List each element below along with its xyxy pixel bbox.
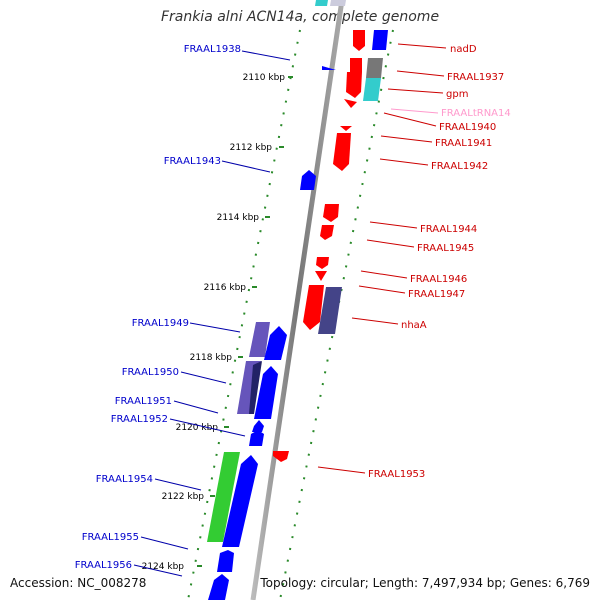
tick-label: 2114 kbp (217, 213, 260, 223)
gene-feature-gray (366, 58, 383, 78)
gene-feature-nadD-neighbor (372, 30, 388, 50)
leader-line (369, 221, 418, 229)
gene-feature-FRAAL1945 (320, 225, 334, 240)
forward-strand-features (207, 170, 316, 600)
leader-line (317, 466, 366, 474)
gene-feature-FRAAL1953 (273, 451, 289, 462)
leader-line-trna (390, 108, 439, 114)
gene-feature-FRAAL1940 (344, 99, 357, 108)
tick-label: 2116 kbp (204, 283, 247, 293)
tick-label: 2112 kbp (230, 143, 273, 153)
gene-label-FRAAL1945[interactable]: FRAAL1945 (417, 243, 474, 254)
leader-line (366, 239, 415, 248)
leader-line (169, 418, 246, 437)
gene-label-FRAAL1952[interactable]: FRAAL1952 (111, 414, 168, 425)
leader-line (189, 322, 241, 333)
tick-label: 2120 kbp (176, 423, 219, 433)
genome-summary: Topology: circular; Length: 7,497,934 bp… (260, 576, 590, 590)
gene-feature-partial (330, 0, 346, 6)
gene-feature-FRAAL1951 (254, 366, 278, 419)
gene-feature-FRAAL1952-b (249, 430, 264, 446)
guide-line-right (279, 29, 394, 600)
gene-label-FRAAL1937[interactable]: FRAAL1937 (447, 72, 504, 83)
gene-label-gpm[interactable]: gpm (446, 89, 468, 100)
gene-label-nhaA[interactable]: nhaA (401, 320, 427, 331)
leader-line (154, 478, 202, 491)
tick-label: 2124 kbp (142, 562, 185, 572)
gene-feature-FRAAL1955 (217, 550, 234, 572)
gene-label-FRAAL1951[interactable]: FRAAL1951 (115, 396, 172, 407)
tick-label: 2122 kbp (162, 492, 205, 502)
gene-feature-FRAAL1949-a (249, 322, 270, 357)
gene-label-FRAALtRNA14[interactable]: FRAALtRNA14 (441, 108, 511, 119)
gene-feature-FRAAL1949-b (264, 326, 287, 360)
leader-lines-left (133, 50, 291, 577)
leader-line (379, 158, 429, 166)
gene-feature-FRAAL1954 (207, 452, 240, 542)
gene-feature-partial (315, 0, 328, 6)
gene-label-FRAAL1946[interactable]: FRAAL1946 (410, 274, 467, 285)
leader-line (133, 564, 183, 577)
gene-feature-FRAALtRNA14 (363, 78, 381, 101)
tick-labels: 2110 kbp 2112 kbp 2114 kbp 2116 kbp 2118… (142, 73, 286, 572)
leader-line (180, 371, 227, 384)
gene-feature-FRAAL1947 (303, 285, 324, 330)
gene-feature-FRAAL1941 (340, 126, 352, 131)
leader-lines-right (317, 43, 447, 474)
tick-label: 2118 kbp (190, 353, 233, 363)
guide-line-left (187, 29, 301, 600)
leader-line (387, 88, 444, 94)
gene-label-FRAAL1954[interactable]: FRAAL1954 (96, 474, 153, 485)
leader-line (221, 160, 271, 173)
gene-feature-FRAAL1937 (350, 58, 362, 76)
gene-feature-FRAAL1954-b (222, 455, 258, 547)
tick-marks (197, 76, 293, 567)
reverse-strand-features (273, 0, 388, 462)
gene-label-nadD[interactable]: nadD (450, 44, 477, 55)
gene-label-FRAAL1956[interactable]: FRAAL1956 (75, 560, 132, 571)
leader-line (380, 135, 433, 143)
gene-feature-FRAAL1956 (208, 574, 229, 600)
gene-feature-nadD (353, 30, 365, 51)
gene-labels-left: FRAAL1938 FRAAL1943 FRAAL1949 FRAAL1950 … (75, 44, 241, 571)
leader-line (241, 50, 291, 61)
accession-label: Accession: NC_008278 (10, 576, 147, 590)
leader-line (140, 536, 189, 550)
guide-lines (187, 29, 394, 600)
leader-line (358, 285, 406, 294)
map-title: Frankia alni ACN14a, complete genome (160, 9, 440, 25)
leader-line (383, 112, 437, 127)
gene-feature-FRAAL1946a (316, 257, 329, 269)
gene-feature-FRAAL1942 (333, 133, 351, 171)
gene-label-FRAAL1950[interactable]: FRAAL1950 (122, 367, 179, 378)
gene-feature-triangle (322, 66, 336, 70)
gene-label-FRAAL1938[interactable]: FRAAL1938 (184, 44, 241, 55)
gene-labels-right: nadD FRAAL1937 gpm FRAALtRNA14 FRAAL1940… (368, 44, 511, 480)
gene-feature-FRAAL1946b (315, 271, 327, 281)
leader-line (397, 43, 447, 49)
gene-label-FRAAL1947[interactable]: FRAAL1947 (408, 289, 465, 300)
gene-label-FRAAL1944[interactable]: FRAAL1944 (420, 224, 477, 235)
genome-backbone (250, 0, 345, 600)
leader-line (351, 317, 399, 325)
gene-label-FRAAL1940[interactable]: FRAAL1940 (439, 122, 496, 133)
leader-line (396, 70, 445, 77)
gene-feature-gpm (346, 72, 362, 98)
gene-label-FRAAL1942[interactable]: FRAAL1942 (431, 161, 488, 172)
gene-label-FRAAL1943[interactable]: FRAAL1943 (164, 156, 221, 167)
gene-label-FRAAL1949[interactable]: FRAAL1949 (132, 318, 189, 329)
gene-feature-nhaA (318, 287, 342, 334)
gene-label-FRAAL1941[interactable]: FRAAL1941 (435, 138, 492, 149)
gene-feature-FRAAL1952-a (252, 420, 264, 432)
gene-feature-FRAAL1943 (300, 170, 316, 190)
tick-label: 2110 kbp (243, 73, 286, 83)
gene-label-FRAAL1955[interactable]: FRAAL1955 (82, 532, 139, 543)
leader-line (173, 400, 219, 414)
gene-label-FRAAL1953[interactable]: FRAAL1953 (368, 469, 425, 480)
gene-feature-FRAAL1944 (323, 204, 339, 222)
leader-line (360, 270, 408, 279)
gene-feature-FRAAL1950-dark (249, 361, 262, 414)
